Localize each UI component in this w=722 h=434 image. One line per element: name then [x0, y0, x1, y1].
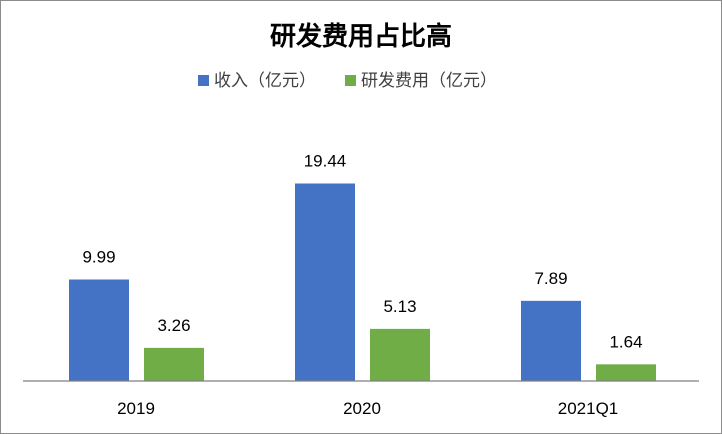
- legend-label-rd-expense: 研发费用（亿元）: [361, 71, 497, 91]
- legend-swatch-rd-expense: [345, 75, 356, 86]
- bar-revenue-2019: [69, 279, 129, 381]
- bar-rd-expense-2019: [144, 347, 204, 381]
- x-tick-label-2021Q1: 2021Q1: [558, 399, 619, 418]
- x-tick-label-2020: 2020: [343, 399, 381, 418]
- bar-rd-expense-2020: [370, 328, 430, 381]
- bar-revenue-2021Q1: [521, 300, 581, 381]
- bar-rd-expense-2021Q1: [596, 364, 656, 381]
- legend: 收入（亿元） 研发费用（亿元）: [198, 71, 497, 91]
- bar-revenue-2020: [295, 183, 355, 381]
- x-tick-label-2019: 2019: [117, 399, 155, 418]
- data-label-rd-expense-2021Q1: 1.64: [609, 332, 642, 351]
- data-label-revenue-2019: 9.99: [82, 248, 115, 267]
- chart-title: 研发费用占比高: [270, 21, 452, 52]
- bars-group: [69, 183, 656, 381]
- legend-swatch-revenue: [198, 75, 209, 86]
- legend-label-revenue: 收入（亿元）: [214, 71, 316, 91]
- data-labels-group: 9.99 19.44 7.89 3.26 5.13 1.64: [82, 152, 642, 352]
- data-label-revenue-2020: 19.44: [304, 152, 347, 171]
- data-label-revenue-2021Q1: 7.89: [534, 269, 567, 288]
- data-label-rd-expense-2020: 5.13: [383, 297, 416, 316]
- data-label-rd-expense-2019: 3.26: [157, 316, 190, 335]
- x-axis-ticks: 2019 2020 2021Q1: [117, 399, 618, 418]
